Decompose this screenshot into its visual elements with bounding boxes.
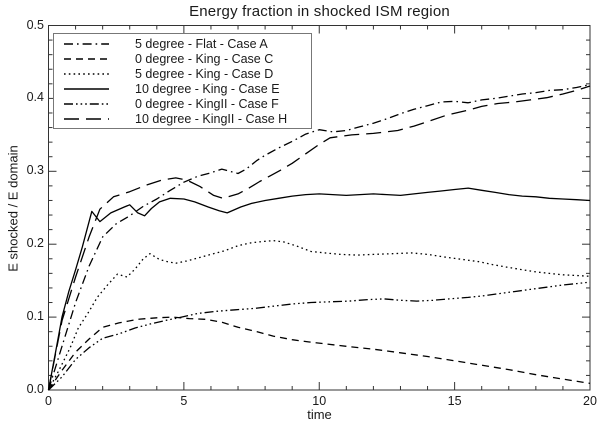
- series-line-4: [48, 281, 591, 391]
- legend-box: 5 degree - Flat - Case A 0 degree - King…: [53, 33, 312, 129]
- legend-item-label: 5 degree - King - Case D: [135, 67, 274, 82]
- legend-item: 5 degree - King - Case D: [54, 67, 311, 82]
- series-line-2: [47, 239, 591, 391]
- legend-item: 0 degree - King - Case C: [54, 52, 311, 67]
- x-tick-label: 15: [447, 394, 462, 408]
- legend-item: 10 degree - KingII - Case H: [54, 111, 311, 126]
- legend-item: 5 degree - Flat - Case A: [54, 37, 311, 52]
- series-line-3: [47, 187, 591, 391]
- legend-line-sample-dashed: [64, 58, 109, 60]
- legend-line-sample-solid: [64, 88, 109, 90]
- x-tick-label: 5: [180, 394, 188, 408]
- series-line-5: [47, 85, 591, 391]
- legend-item-label: 0 degree - King - Case C: [135, 52, 274, 67]
- y-tick-label: 0.3: [26, 163, 44, 178]
- y-tick-label: 0.0: [26, 382, 44, 396]
- y-tick-label: 0.5: [26, 17, 44, 32]
- chart-title: Energy fraction in shocked ISM region: [189, 3, 450, 20]
- legend-line-sample-dash-dot: [64, 43, 109, 46]
- y-tick-label: 0.4: [26, 90, 44, 105]
- legend-item: 10 degree - King - Case E: [54, 82, 311, 97]
- legend-item-label: 10 degree - KingII - Case H: [135, 111, 288, 126]
- x-tick-label: 20: [583, 394, 597, 408]
- x-tick-label: 10: [312, 394, 327, 408]
- legend-line-sample-long-dash: [64, 117, 109, 120]
- x-axis-title: time: [307, 407, 332, 422]
- legend-line-sample-dotted: [64, 73, 109, 75]
- y-axis-title: E shocked / E domain: [5, 145, 21, 272]
- series-line-0: [47, 83, 591, 391]
- x-tick-label: 0: [45, 394, 52, 408]
- legend-item-label: 10 degree - King - Case E: [135, 81, 280, 96]
- y-tick-label: 0.2: [26, 236, 44, 251]
- legend-item-label: 5 degree - Flat - Case A: [135, 37, 268, 52]
- series-line-1: [47, 316, 591, 391]
- legend-item-label: 0 degree - KingII - Case F: [135, 96, 279, 111]
- legend-line-sample-dash-dot-dot-dot: [64, 102, 109, 105]
- y-tick-label: 0.1: [26, 309, 44, 324]
- legend-item: 0 degree - KingII - Case F: [54, 96, 311, 111]
